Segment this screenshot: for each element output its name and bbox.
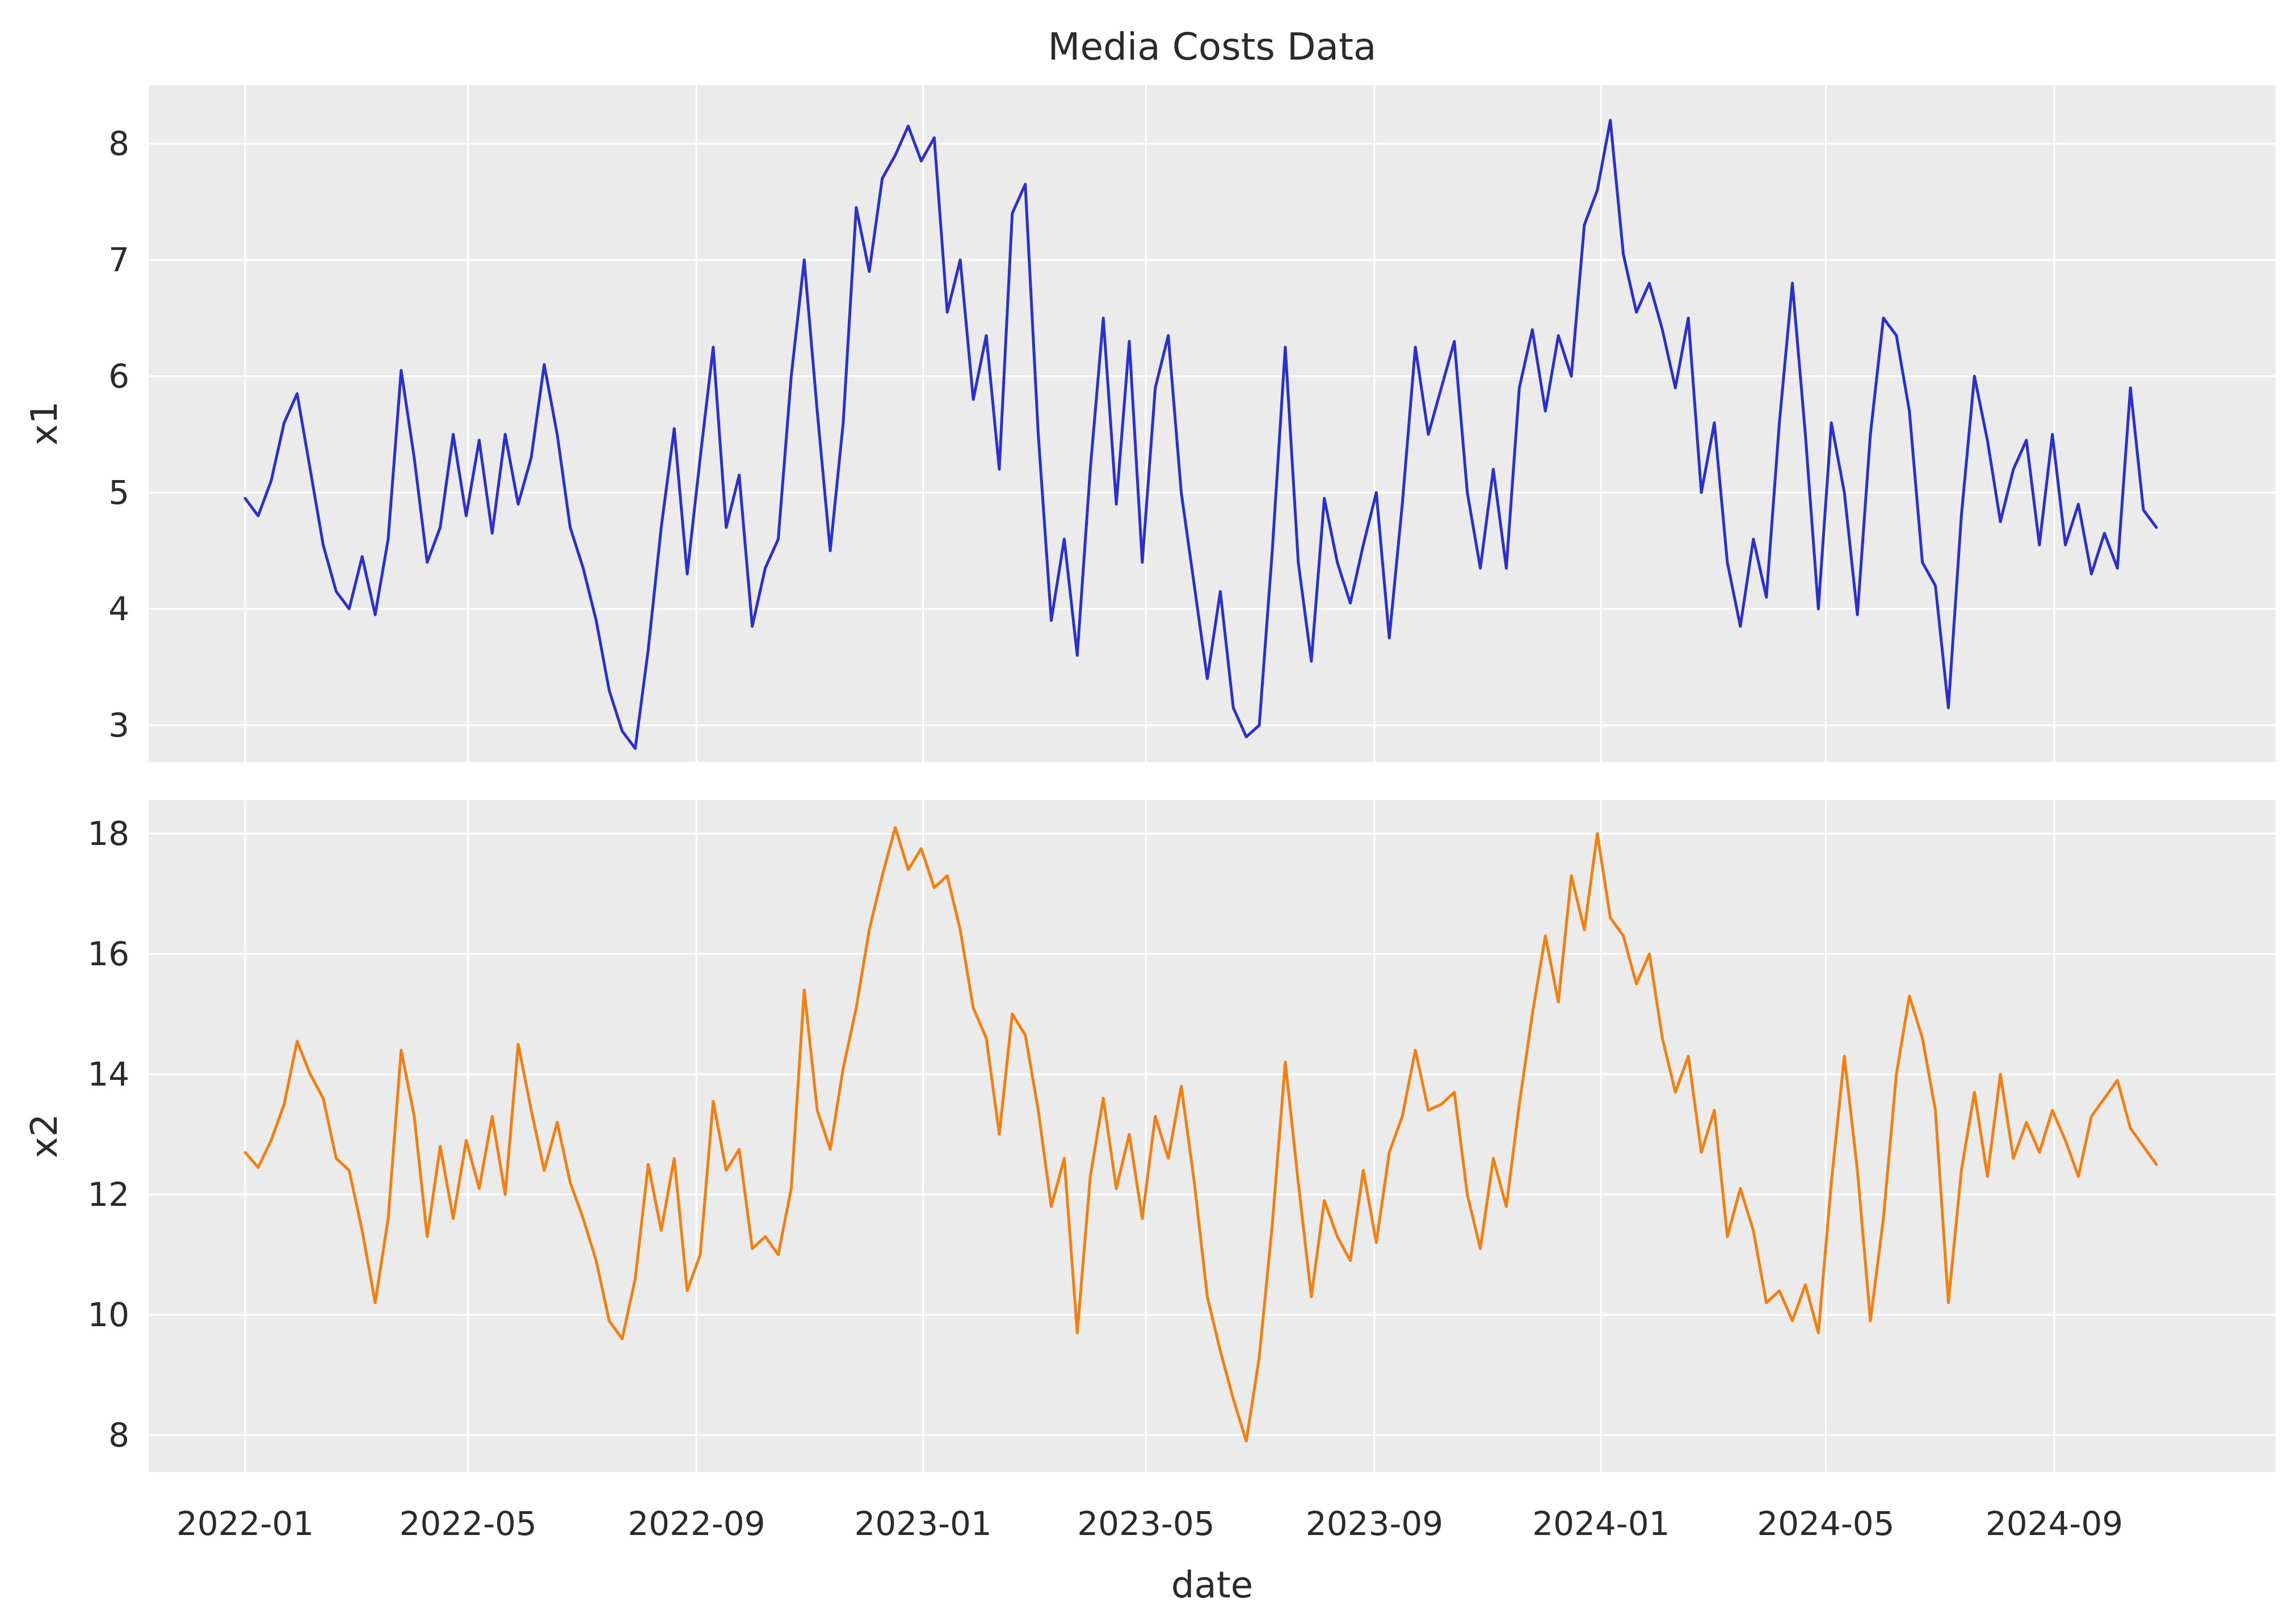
x1-y-tick-label: 3 bbox=[108, 706, 129, 745]
x1-y-tick-label: 8 bbox=[108, 124, 129, 163]
x2-series-line bbox=[243, 826, 2158, 1443]
x1-y-tick-label: 4 bbox=[108, 590, 129, 628]
x1-y-tick-label: 5 bbox=[108, 473, 129, 512]
x2-axes-background bbox=[149, 800, 2276, 1472]
x-axis-label: date bbox=[1171, 1564, 1253, 1606]
x2-y-tick-label: 12 bbox=[87, 1175, 129, 1214]
x-tick-label: 2024-09 bbox=[1986, 1504, 2123, 1543]
x-tick-label: 2023-09 bbox=[1306, 1504, 1443, 1543]
x2-y-tick-label: 14 bbox=[87, 1055, 129, 1094]
x-tick-label: 2022-01 bbox=[176, 1504, 314, 1543]
x1-y-tick-label: 6 bbox=[108, 357, 129, 396]
y1-axis-label: x1 bbox=[24, 401, 66, 446]
x2-y-tick-label: 18 bbox=[87, 814, 129, 853]
chart-title: Media Costs Data bbox=[1048, 25, 1377, 69]
x2-y-tick-label: 16 bbox=[87, 935, 129, 973]
x2-y-tick-label: 10 bbox=[87, 1296, 129, 1334]
x-tick-label: 2023-01 bbox=[855, 1504, 992, 1543]
x1-y-tick-label: 7 bbox=[108, 241, 129, 279]
x-tick-label: 2024-01 bbox=[1532, 1504, 1670, 1543]
y2-axis-label: x2 bbox=[24, 1114, 66, 1159]
x-tick-label: 2023-05 bbox=[1077, 1504, 1214, 1543]
x-tick-label: 2022-09 bbox=[628, 1504, 765, 1543]
x1-series-line bbox=[243, 119, 2158, 750]
x-tick-label: 2024-05 bbox=[1757, 1504, 1894, 1543]
x-tick-label: 2022-05 bbox=[400, 1504, 537, 1543]
x2-y-tick-label: 8 bbox=[108, 1416, 129, 1454]
